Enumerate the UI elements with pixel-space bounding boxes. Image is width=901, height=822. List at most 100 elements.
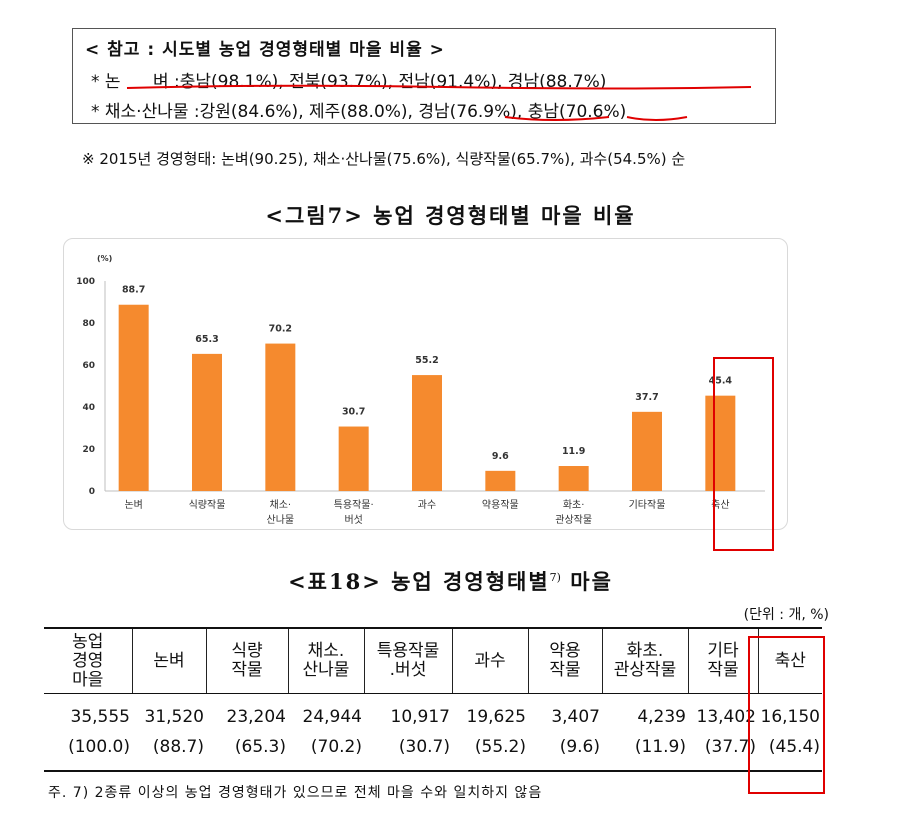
highlight-box-livestock-table xyxy=(748,636,825,794)
reference-line-vegetables: * 채소·산나물 :강원(84.6%), 제주(88.0%), 경남(76.9%… xyxy=(91,102,627,122)
y-tick-label: 40 xyxy=(82,403,95,413)
y-tick-label: 60 xyxy=(82,361,95,371)
column-header-line: 마을 xyxy=(72,669,104,690)
x-tick-label: 축산 xyxy=(711,499,729,511)
data-label: 70.2 xyxy=(269,324,292,335)
column-header: 약용 작물 xyxy=(528,627,603,694)
count-cell: 4,239 xyxy=(637,707,686,727)
column-header-line: 관상작물 xyxy=(613,660,677,680)
x-tick-label: 채소· xyxy=(270,499,292,511)
y-tick-label: 80 xyxy=(82,319,95,329)
count-cell: 3,407 xyxy=(551,707,600,727)
data-label: 55.2 xyxy=(415,355,438,366)
ratio-cell: (88.7) xyxy=(132,732,206,772)
ratio-cell: (9.6) xyxy=(528,732,602,772)
ratio-cell: (30.7) xyxy=(364,732,452,772)
data-label: 9.6 xyxy=(492,451,509,462)
table-title-footnote-mark: 7) xyxy=(549,571,561,584)
highlight-box-livestock-chart xyxy=(713,357,774,551)
data-label: 30.7 xyxy=(342,407,365,418)
table-title-tail: 마을 xyxy=(570,569,613,594)
x-tick-label: 관상작물 xyxy=(555,514,592,526)
count-cell: 13,402 xyxy=(696,707,756,727)
column-header: 채소. 산나물 xyxy=(288,627,365,694)
x-tick-label: 논벼 xyxy=(124,499,142,511)
column-header-line: .버섯 xyxy=(389,660,427,680)
column-header-line: 작물 xyxy=(231,660,263,680)
column-header-line: 식량 xyxy=(231,641,263,661)
count-cell: 10,917 xyxy=(390,707,450,727)
y-tick-label: 20 xyxy=(82,445,95,455)
bar-7 xyxy=(632,411,662,491)
data-label: 37.7 xyxy=(635,392,658,403)
count-cell: 31,520 xyxy=(144,707,204,727)
column-header-line: 경영 xyxy=(72,650,104,671)
table-header-row: 농업 경영 마을 논벼 식량 작물 채소. 산나물 특용작물 .버섯 과수 약용 작물 화초. 관상작물 기타… xyxy=(44,627,822,694)
bar-6 xyxy=(558,466,589,491)
data-label: 11.9 xyxy=(562,446,585,457)
bar-5 xyxy=(485,470,516,491)
red-underline-chungnam xyxy=(626,116,688,121)
column-header: 농업 경영 마을 xyxy=(44,627,133,694)
red-underline-gyeongnam xyxy=(504,116,610,121)
x-tick-label: 기타작물 xyxy=(629,499,666,511)
ratio-cell: (100.0) xyxy=(44,732,132,772)
bar-1 xyxy=(192,353,222,491)
bar-3 xyxy=(338,426,369,491)
column-header-line: 채소. xyxy=(307,641,345,661)
table-row-counts: 35,555 31,520 23,204 24,944 10,917 19,625 3,40… xyxy=(44,694,822,733)
x-tick-label: 버섯 xyxy=(344,514,362,526)
x-tick-label: 식량작물 xyxy=(189,499,226,511)
ratio-cell: (70.2) xyxy=(288,732,364,772)
reference-box: < 참고 : 시도별 농업 경영형태별 마을 비율 > * 논 벼 :충남(98… xyxy=(72,28,776,124)
column-header: 특용작물 .버섯 xyxy=(364,627,453,694)
farm-type-table: 농업 경영 마을 논벼 식량 작물 채소. 산나물 특용작물 .버섯 과수 약용 작물 화초. 관상작물 기타… xyxy=(44,627,822,772)
figure-title: <그림7> 농업 경영형태별 마을 비율 xyxy=(265,203,636,228)
table-title: <표18> 농업 경영형태별7) 마을 xyxy=(0,566,901,596)
table-row-ratios: (100.0) (88.7) (65.3) (70.2) (30.7) (55.2) (9.… xyxy=(44,732,822,772)
bar-8 xyxy=(705,395,736,491)
x-tick-label: 약용작물 xyxy=(482,499,519,511)
column-header-line: 특용작물 xyxy=(376,641,440,661)
ratio-cell: (55.2) xyxy=(452,732,528,772)
footnote: 주. 7) 2종류 이상의 농업 경영형태가 있으므로 전체 마을 수와 일치하… xyxy=(48,785,543,801)
reference-title: < 참고 : 시도별 농업 경영형태별 마을 비율 > xyxy=(85,40,445,60)
column-header-line: 기타 xyxy=(707,641,739,661)
x-tick-label: 과수 xyxy=(418,499,436,511)
y-tick-label: 0 xyxy=(89,487,95,497)
column-header-line: 축산 xyxy=(774,650,806,671)
column-header-line: 과수 xyxy=(474,650,506,671)
bar-chart: (%) 0 20 40 60 80 100 88.7 논벼 65.3 식량작물 70.2 채소· 산나물 3… xyxy=(76,254,765,526)
count-cell: 16,150 xyxy=(760,707,820,727)
column-header-line: 약용 xyxy=(549,641,581,661)
column-header-line: 작물 xyxy=(707,660,739,680)
bar-4 xyxy=(412,375,442,491)
ratio-cell: (65.3) xyxy=(206,732,288,772)
y-axis-unit-label: (%) xyxy=(97,254,112,263)
column-header: 축산 xyxy=(758,627,822,694)
table-title-text: <표18> 농업 경영형태별 xyxy=(288,569,550,594)
column-header: 논벼 xyxy=(132,627,207,694)
count-cell: 19,625 xyxy=(466,707,526,727)
column-header-line: 농업 xyxy=(72,631,104,652)
data-label: 88.7 xyxy=(122,285,145,296)
bar-0 xyxy=(118,304,149,491)
y-tick-label: 100 xyxy=(76,277,95,287)
x-tick-label: 산나물 xyxy=(267,514,295,526)
column-header-line: 작물 xyxy=(549,660,581,680)
ratio-cell: (45.4) xyxy=(758,732,822,772)
bar-2 xyxy=(265,343,296,491)
column-header-line: 논벼 xyxy=(153,650,185,671)
count-cell: 35,555 xyxy=(70,707,130,727)
column-header: 과수 xyxy=(452,627,529,694)
ratio-cell: (37.7) xyxy=(688,732,758,772)
unit-label: (단위 : 개, %) xyxy=(743,607,829,623)
column-header: 기타 작물 xyxy=(688,627,759,694)
data-label: 65.3 xyxy=(195,334,218,345)
count-cell: 24,944 xyxy=(302,707,362,727)
column-header: 식량 작물 xyxy=(206,627,289,694)
x-tick-label: 화초· xyxy=(563,499,585,511)
column-header-line: 산나물 xyxy=(302,660,350,680)
note-2015: ※ 2015년 경영형태: 논벼(90.25), 채소·산나물(75.6%), … xyxy=(82,150,686,168)
column-header: 화초. 관상작물 xyxy=(602,627,689,694)
